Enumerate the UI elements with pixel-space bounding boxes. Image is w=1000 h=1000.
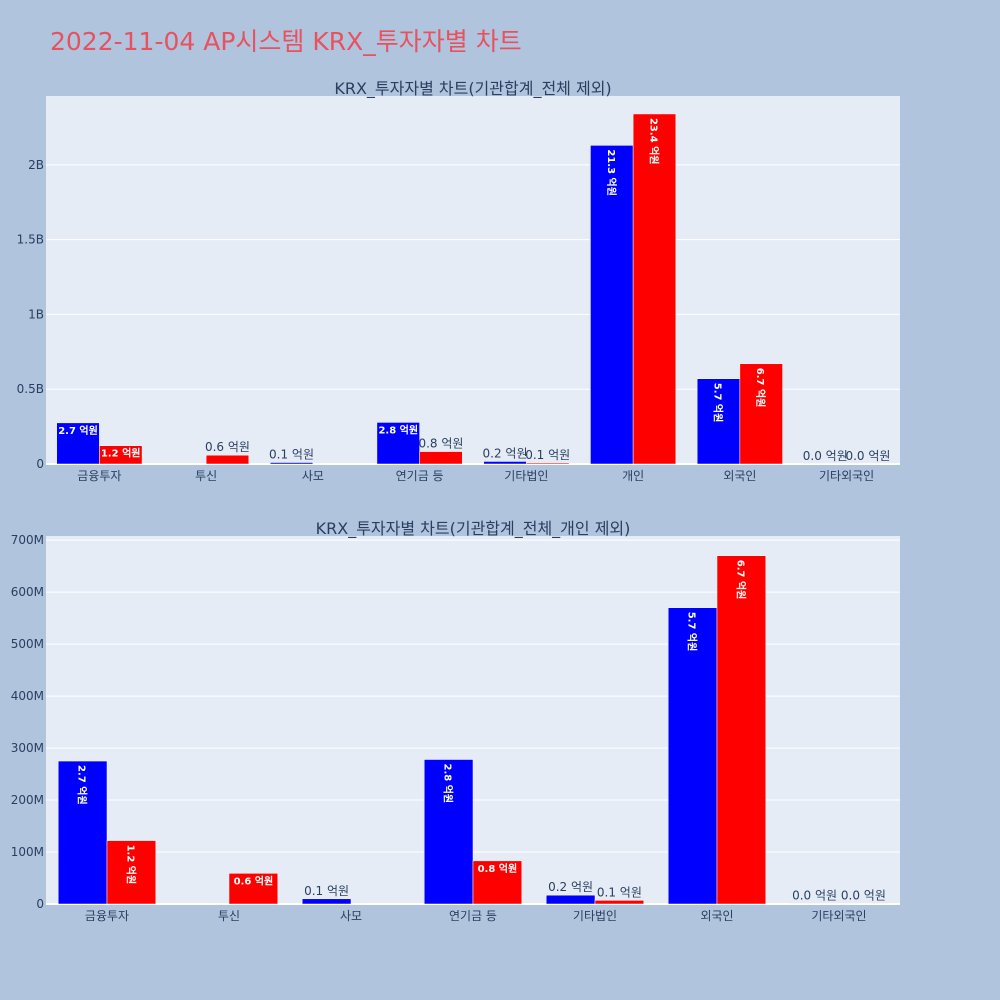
- y-tick-label: 0: [36, 457, 44, 471]
- data-label: 0.1 억원: [597, 885, 642, 899]
- bar-sell: [472, 860, 523, 905]
- x-tick-label: 기타외국인: [819, 469, 874, 483]
- data-label: 0.0 억원: [845, 449, 890, 463]
- data-label: 5.7 억원: [712, 383, 725, 423]
- bar-buy: [696, 378, 741, 465]
- data-label: 2.7 억원: [76, 765, 89, 805]
- bar-sell: [106, 840, 157, 905]
- x-tick-label: 금융투자: [85, 909, 129, 923]
- x-tick-label: 외국인: [723, 469, 756, 483]
- bar-sell: [419, 451, 463, 465]
- data-label: 0.0 억원: [803, 449, 848, 463]
- bar-sell: [99, 445, 143, 465]
- data-label: 0.1 억원: [304, 884, 349, 898]
- data-label: 0.2 억원: [483, 446, 528, 460]
- data-label: 0.8 억원: [418, 437, 463, 451]
- bar-buy: [269, 462, 314, 465]
- data-label: 5.7 억원: [686, 612, 699, 652]
- y-tick-label: 1B: [28, 307, 44, 321]
- chart-krx-excl-institution-total-and-individual: KRX_투자자별 차트(기관합계_전체_개인 제외) 0 100M 200M 300M 4…: [11, 519, 900, 923]
- data-label: 2.8 억원: [378, 423, 418, 436]
- data-label: 0.0 억원: [792, 888, 837, 902]
- bar-buy: [376, 422, 420, 465]
- bar-buy: [667, 607, 718, 905]
- data-label: 0.2 억원: [548, 880, 593, 894]
- y-tick-label: 1.5B: [17, 233, 44, 247]
- x-tick-label: 기타법인: [504, 469, 548, 483]
- x-tick-label: 투신: [218, 909, 240, 923]
- page-title: 2022-11-04 AP시스템 KRX_투자자별 차트: [50, 27, 522, 56]
- x-tick-label: 금융투자: [77, 469, 121, 483]
- bar-sell: [526, 462, 570, 465]
- bar-buy: [56, 422, 100, 465]
- chart-title: KRX_투자자별 차트(기관합계_전체_개인 제외): [316, 519, 631, 539]
- y-tick-label: 200M: [11, 793, 44, 807]
- data-label: 21.3 억원: [605, 149, 618, 196]
- bar-sell: [594, 900, 645, 905]
- bar-buy: [789, 903, 840, 905]
- bar-sell: [838, 903, 889, 905]
- bar-buy: [301, 898, 352, 905]
- data-label: 6.7 억원: [754, 368, 767, 408]
- y-tick-label: 0.5B: [17, 382, 44, 396]
- data-label: 6.7 억원: [734, 560, 747, 600]
- data-label: 2.8 억원: [442, 764, 455, 804]
- data-label: 0.1 억원: [525, 448, 570, 462]
- data-label: 1.2 억원: [101, 447, 141, 460]
- bar-buy: [423, 759, 474, 905]
- x-tick-label: 개인: [622, 469, 644, 483]
- data-label: 0.8 억원: [478, 862, 518, 875]
- x-tick-label: 외국인: [700, 909, 733, 923]
- y-tick-label: 500M: [11, 637, 44, 651]
- bar-sell: [228, 873, 279, 905]
- y-tick-label: 300M: [11, 741, 44, 755]
- x-tick-label: 연기금 등: [449, 909, 497, 923]
- data-label: 2.7 억원: [58, 424, 98, 437]
- y-tick-label: 2B: [28, 158, 44, 172]
- x-tick-label: 투신: [195, 469, 217, 483]
- x-tick-label: 기타법인: [573, 909, 617, 923]
- x-tick-label: 사모: [340, 909, 362, 923]
- y-tick-label: 0: [36, 897, 44, 911]
- data-label: 1.2 억원: [124, 845, 137, 885]
- bar-sell: [632, 113, 677, 465]
- chart-krx-excl-institution-total: KRX_투자자별 차트(기관합계_전체 제외) 0 0.5B 1B 1.5B 2B 금융투자…: [17, 79, 900, 483]
- x-tick-label: 기타외국인: [811, 909, 866, 923]
- data-label: 0.6 억원: [205, 440, 250, 454]
- x-tick-label: 사모: [302, 469, 324, 483]
- y-tick-label: 400M: [11, 689, 44, 703]
- x-tick-label: 연기금 등: [396, 469, 444, 483]
- bar-sell: [739, 363, 783, 465]
- data-label: 0.1 억원: [269, 448, 314, 462]
- data-label: 0.0 억원: [841, 888, 886, 902]
- bar-sell: [716, 555, 767, 905]
- bar-buy: [590, 145, 634, 465]
- y-tick-label: 600M: [11, 585, 44, 599]
- bar-sell: [205, 454, 250, 465]
- data-label: 0.6 억원: [234, 874, 274, 887]
- y-tick-label: 700M: [11, 533, 44, 547]
- bar-buy: [545, 894, 596, 905]
- y-tick-label: 100M: [11, 845, 44, 859]
- chart-title: KRX_투자자별 차트(기관합계_전체 제외): [334, 79, 611, 99]
- bar-buy: [483, 461, 527, 465]
- data-label: 23.4 억원: [647, 118, 660, 165]
- bar-buy: [57, 760, 108, 905]
